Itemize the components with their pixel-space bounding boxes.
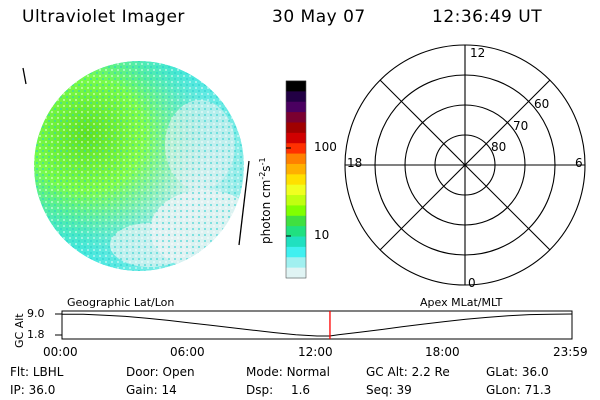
status-gcalt: GC Alt: 2.2 Re	[366, 365, 450, 379]
altitude-plot	[62, 311, 573, 339]
colorbar-swatch	[286, 257, 306, 269]
x-tick-1800: 18:00	[425, 345, 460, 359]
colorbar-swatch	[286, 143, 306, 155]
status-glat: GLat: 36.0	[486, 365, 549, 379]
altitude-ytick-high: 9.0	[27, 307, 45, 320]
mlat-label-70: 70	[513, 119, 529, 133]
status-door: Door: Open	[126, 365, 195, 379]
colorbar-swatch	[286, 205, 306, 217]
colorbar-unit-label: photon cm-2s-1	[258, 157, 273, 244]
colorbar-swatch	[286, 226, 306, 238]
polar-grid	[344, 44, 586, 286]
altitude-ytick-low: 1.8	[27, 328, 45, 341]
status-ip: IP: 36.0	[10, 383, 56, 397]
colorbar-swatch	[286, 112, 306, 124]
status-gain: Gain: 14	[126, 383, 177, 397]
colorbar-swatch	[286, 195, 306, 207]
colorbar-swatch	[286, 153, 306, 165]
x-tick-2359: 23:59	[553, 345, 588, 359]
x-tick-0600: 06:00	[170, 345, 205, 359]
colorbar	[285, 80, 307, 279]
mlt-label-0: 0	[468, 276, 476, 290]
colorbar-swatch	[286, 215, 306, 227]
altitude-series-line	[62, 313, 573, 337]
colorbar-swatch	[286, 267, 306, 279]
colorbar-swatch	[286, 163, 306, 175]
instrument-title: Ultraviolet Imager	[22, 7, 185, 27]
x-tick-0000: 00:00	[43, 345, 78, 359]
colorbar-swatch	[286, 101, 306, 113]
frame-tick-left	[22, 67, 27, 85]
status-glon: GLon: 71.3	[486, 383, 552, 397]
mlt-label-6: 6	[575, 156, 583, 170]
frame-tick-right	[238, 160, 250, 246]
mlat-label-60: 60	[534, 97, 550, 111]
mlt-label-18: 18	[347, 156, 363, 170]
colorbar-swatch	[286, 132, 306, 144]
colorbar-swatch	[286, 91, 306, 103]
status-flt: Flt: LBHL	[10, 365, 64, 379]
colorbar-swatch	[286, 174, 306, 186]
colorbar-swatch	[286, 81, 306, 92]
colorbar-tick-10: 10	[314, 228, 330, 242]
earth-image	[34, 61, 244, 271]
colorbar-swatch	[286, 246, 306, 258]
altitude-plot-frame	[61, 310, 573, 340]
colorbar-tick-100: 100	[314, 140, 337, 154]
time-label: 12:36:49 UT	[432, 7, 543, 27]
status-mode: Mode: Normal	[246, 365, 330, 379]
apex-label: Apex MLat/MLT	[420, 296, 503, 309]
geographic-label: Geographic Lat/Lon	[67, 296, 175, 309]
date-label: 30 May 07	[272, 7, 366, 27]
status-dsp: Dsp: 1.6	[246, 383, 311, 397]
mlt-label-12: 12	[470, 46, 486, 60]
x-tick-1200: 12:00	[298, 345, 333, 359]
mlat-label-80: 80	[491, 140, 507, 154]
colorbar-swatch	[286, 122, 306, 134]
altitude-ylabel: GC Alt	[13, 313, 26, 348]
status-seq: Seq: 39	[366, 383, 412, 397]
colorbar-swatch	[286, 236, 306, 248]
colorbar-swatch	[286, 184, 306, 196]
